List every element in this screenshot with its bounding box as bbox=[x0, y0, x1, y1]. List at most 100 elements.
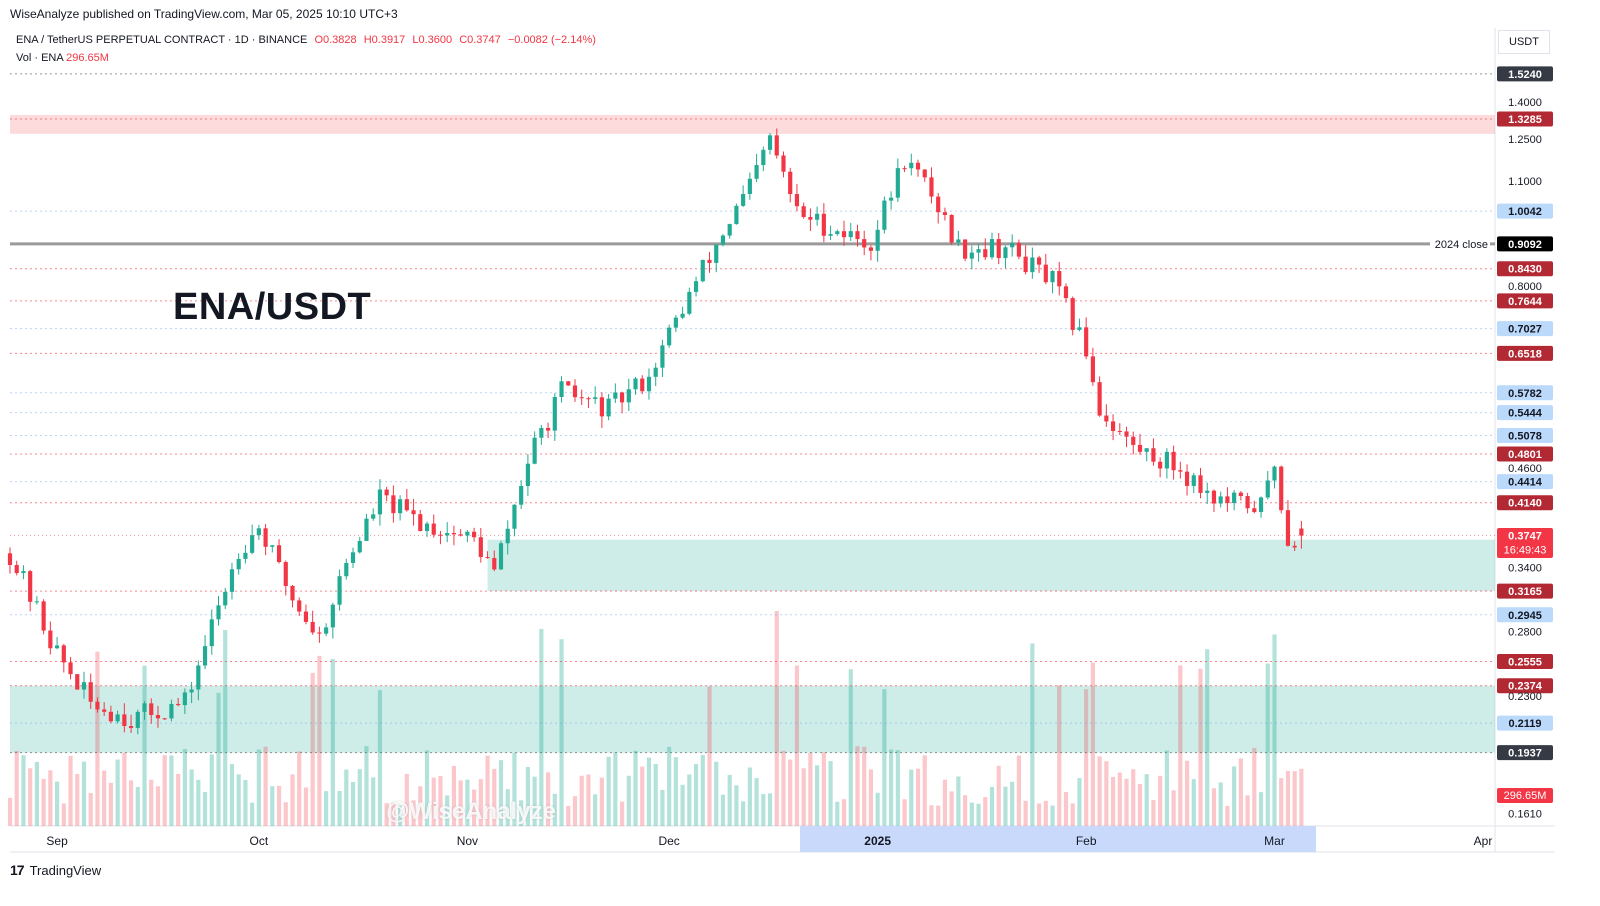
candle-body[interactable] bbox=[963, 239, 968, 259]
candle-body[interactable] bbox=[889, 197, 894, 201]
candle-body[interactable] bbox=[942, 212, 948, 215]
candle-body[interactable] bbox=[572, 385, 578, 398]
candle-body[interactable] bbox=[505, 528, 510, 544]
candle-body[interactable] bbox=[586, 398, 591, 400]
candle-body[interactable] bbox=[472, 531, 477, 538]
candle-body[interactable] bbox=[357, 540, 362, 553]
candle-body[interactable] bbox=[687, 291, 692, 314]
candle-body[interactable] bbox=[398, 499, 403, 514]
level-label-box[interactable] bbox=[1497, 607, 1553, 623]
candle-body[interactable] bbox=[431, 523, 436, 535]
candle-body[interactable] bbox=[229, 569, 235, 592]
level-label-box[interactable] bbox=[1497, 261, 1553, 277]
level-label-box[interactable] bbox=[1497, 474, 1553, 490]
candle-body[interactable] bbox=[1205, 490, 1210, 493]
candle-body[interactable] bbox=[680, 313, 685, 318]
candle-body[interactable] bbox=[350, 552, 356, 563]
candle-body[interactable] bbox=[1137, 444, 1143, 452]
candle-body[interactable] bbox=[1110, 421, 1116, 431]
candle-body[interactable] bbox=[969, 252, 974, 259]
candle-body[interactable] bbox=[68, 662, 73, 675]
candle-body[interactable] bbox=[929, 177, 934, 197]
candle-body[interactable] bbox=[989, 239, 995, 258]
candle-body[interactable] bbox=[196, 665, 201, 690]
candle-body[interactable] bbox=[828, 234, 833, 236]
level-label-box[interactable] bbox=[1497, 293, 1553, 309]
candle-body[interactable] bbox=[243, 552, 248, 559]
candle-body[interactable] bbox=[633, 378, 638, 390]
candle-body[interactable] bbox=[142, 703, 147, 712]
candle-body[interactable] bbox=[539, 427, 544, 438]
candle-body[interactable] bbox=[1252, 508, 1257, 513]
level-label-box[interactable] bbox=[1497, 236, 1553, 252]
candle-body[interactable] bbox=[525, 463, 530, 486]
candle-body[interactable] bbox=[270, 545, 275, 547]
candle-body[interactable] bbox=[404, 499, 409, 511]
candle-body[interactable] bbox=[364, 518, 369, 541]
candle-body[interactable] bbox=[7, 553, 13, 566]
candle-body[interactable] bbox=[189, 689, 194, 693]
candle-body[interactable] bbox=[344, 562, 349, 577]
candle-body[interactable] bbox=[54, 645, 60, 649]
candle-body[interactable] bbox=[1238, 492, 1243, 497]
candle-body[interactable] bbox=[485, 557, 490, 559]
candle-body[interactable] bbox=[667, 327, 672, 346]
level-label-box[interactable] bbox=[1497, 111, 1553, 127]
candle-body[interactable] bbox=[1050, 271, 1055, 283]
price-axis[interactable]: 1.5240 1.3285 1.0042 0.9092 0.8430 0.7644 0.70… bbox=[1497, 66, 1553, 821]
candle-body[interactable] bbox=[1232, 492, 1237, 504]
candle-body[interactable] bbox=[761, 149, 766, 166]
level-label-box[interactable] bbox=[1497, 715, 1553, 731]
candle-body[interactable] bbox=[418, 514, 423, 531]
candle-body[interactable] bbox=[108, 711, 113, 722]
level-label-box[interactable] bbox=[1497, 495, 1553, 511]
candle-body[interactable] bbox=[1003, 247, 1008, 259]
candle-body[interactable] bbox=[714, 244, 719, 263]
candle-body[interactable] bbox=[1043, 264, 1048, 283]
candle-body[interactable] bbox=[559, 381, 564, 397]
candle-body[interactable] bbox=[646, 376, 652, 392]
candle-body[interactable] bbox=[155, 715, 161, 719]
candle-body[interactable] bbox=[1117, 430, 1122, 432]
candle-body[interactable] bbox=[1010, 242, 1015, 248]
candle-body[interactable] bbox=[1023, 256, 1028, 273]
candle-body[interactable] bbox=[747, 178, 752, 195]
candle-body[interactable] bbox=[566, 381, 571, 386]
candle-body[interactable] bbox=[169, 703, 174, 719]
candle-body[interactable] bbox=[377, 489, 383, 515]
candle-body[interactable] bbox=[1272, 466, 1277, 481]
level-label-box[interactable] bbox=[1497, 583, 1553, 599]
candle-body[interactable] bbox=[162, 718, 167, 720]
candle-body[interactable] bbox=[290, 585, 295, 601]
candle-body[interactable] bbox=[424, 523, 430, 531]
candle-body[interactable] bbox=[1178, 470, 1183, 472]
candle-body[interactable] bbox=[1198, 475, 1203, 493]
candle-body[interactable] bbox=[28, 571, 33, 602]
candle-body[interactable] bbox=[303, 611, 309, 622]
candle-body[interactable] bbox=[727, 224, 732, 236]
candle-body[interactable] bbox=[1124, 431, 1129, 437]
candle-body[interactable] bbox=[552, 396, 557, 431]
candle-body[interactable] bbox=[606, 398, 611, 417]
candle-body[interactable] bbox=[81, 682, 87, 690]
candle-body[interactable] bbox=[1211, 490, 1217, 504]
candle-body[interactable] bbox=[593, 397, 598, 399]
candle-body[interactable] bbox=[882, 200, 887, 230]
candle-body[interactable] bbox=[707, 259, 712, 263]
candle-body[interactable] bbox=[128, 726, 134, 728]
candle-body[interactable] bbox=[1258, 497, 1264, 513]
candle-body[interactable] bbox=[324, 627, 329, 634]
candle-body[interactable] bbox=[1191, 475, 1196, 486]
candle-body[interactable] bbox=[983, 249, 988, 258]
candle-body[interactable] bbox=[1063, 286, 1069, 299]
candle-body[interactable] bbox=[236, 558, 241, 570]
candle-body[interactable] bbox=[149, 703, 154, 716]
candle-body[interactable] bbox=[1090, 356, 1095, 383]
level-label-box[interactable] bbox=[1497, 745, 1553, 761]
candle-body[interactable] bbox=[492, 558, 497, 570]
candle-body[interactable] bbox=[1245, 496, 1250, 509]
candle-body[interactable] bbox=[41, 601, 46, 631]
volume-legend[interactable]: Vol · ENA 296.65M bbox=[16, 52, 109, 64]
candle-body[interactable] bbox=[720, 235, 726, 245]
candle-body[interactable] bbox=[21, 571, 26, 574]
